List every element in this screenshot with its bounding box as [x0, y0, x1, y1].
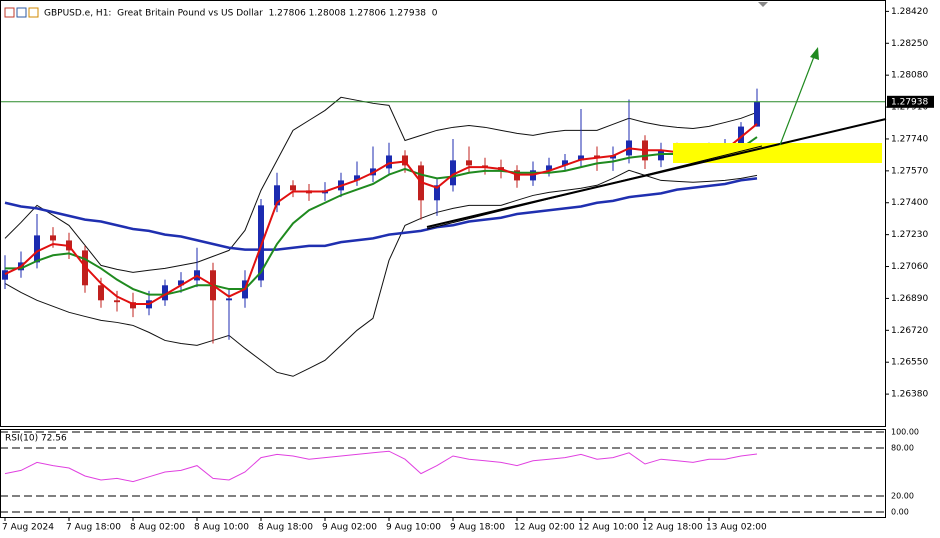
y-tick-label: 1.27060 — [891, 262, 928, 272]
candle-body — [114, 300, 120, 303]
candle-body — [274, 185, 280, 206]
y-tick-label: 0.00 — [891, 508, 909, 517]
x-tick-label: 8 Aug 02:00 — [130, 523, 185, 533]
candle-body — [466, 160, 472, 166]
candle-body — [258, 205, 264, 281]
trend-line-inner — [426, 145, 763, 230]
candle-body — [386, 155, 392, 169]
candle-body — [354, 175, 360, 181]
x-tick-label: 7 Aug 2024 — [2, 523, 54, 533]
y-tick-label: 1.26550 — [891, 358, 928, 368]
candle-body — [578, 155, 584, 161]
x-tick-label: 12 Aug 18:00 — [642, 523, 703, 533]
x-tick-label: 12 Aug 10:00 — [578, 523, 639, 533]
candle-body — [754, 101, 760, 127]
indicator-line — [5, 136, 758, 296]
candle-body — [50, 235, 56, 241]
price-tag-label: 1.27938 — [891, 97, 928, 107]
candle-body — [2, 270, 8, 280]
chart-header: GBPUSD.e, H1: Great Britain Pound vs US … — [44, 9, 438, 19]
candle-body — [562, 160, 568, 166]
indicator-line — [4, 177, 758, 251]
candle-body — [610, 155, 616, 159]
y-tick-label: 1.28250 — [891, 39, 928, 49]
y-tick-label: 1.26380 — [891, 390, 928, 400]
y-tick-label: 1.27740 — [891, 134, 928, 144]
candle-body — [402, 155, 408, 166]
indicator-line — [4, 96, 758, 273]
shift-marker — [758, 2, 768, 7]
candle-body — [130, 302, 136, 309]
trend-line — [426, 118, 887, 228]
candle-body — [34, 235, 40, 263]
y-tick-label: 1.27570 — [891, 166, 928, 176]
candle-body — [546, 165, 552, 171]
x-tick-label: 8 Aug 18:00 — [258, 523, 313, 533]
y-tick-label: 1.26720 — [891, 326, 928, 336]
indicator-line — [4, 169, 758, 377]
candle-body — [290, 185, 296, 191]
candle-body — [98, 285, 104, 301]
x-tick-label: 12 Aug 02:00 — [514, 523, 575, 533]
icon-b — [16, 7, 27, 18]
x-tick-label: 7 Aug 18:00 — [66, 523, 121, 533]
y-tick-label: 1.28080 — [891, 71, 928, 81]
price-tag — [887, 95, 934, 108]
candle-body — [658, 150, 664, 161]
y-tick-label: 1.26890 — [891, 294, 928, 304]
arrow-head — [810, 47, 819, 60]
main-frame — [0, 0, 886, 427]
rsi-title: RSI(10) 72.56 — [5, 434, 67, 444]
x-tick-label: 9 Aug 10:00 — [386, 523, 441, 533]
icon-c — [28, 7, 39, 18]
y-tick-label: 20.00 — [891, 492, 914, 501]
icon-a — [4, 7, 15, 18]
direction-arrow — [779, 53, 816, 146]
indicator-line — [4, 123, 758, 306]
x-tick-label: 13 Aug 02:00 — [706, 523, 767, 533]
x-tick-label: 9 Aug 02:00 — [322, 523, 377, 533]
rsi-line — [4, 450, 758, 483]
candle-body — [226, 298, 232, 301]
y-tick-label: 1.27230 — [891, 230, 928, 240]
x-tick-label: 8 Aug 10:00 — [194, 523, 249, 533]
rsi-frame — [0, 429, 886, 518]
x-tick-label: 9 Aug 18:00 — [450, 523, 505, 533]
main-panel — [2, 88, 760, 377]
highlight-zone — [673, 143, 882, 163]
candle-body — [162, 285, 168, 301]
y-tick-label: 1.28420 — [891, 7, 928, 17]
y-tick-label: 1.27400 — [891, 198, 928, 208]
candle-body — [434, 185, 440, 201]
y-tick-label: 80.00 — [891, 444, 914, 453]
y-tick-label: 100.00 — [891, 428, 919, 437]
candle-body — [178, 280, 184, 286]
candle-body — [450, 160, 456, 186]
